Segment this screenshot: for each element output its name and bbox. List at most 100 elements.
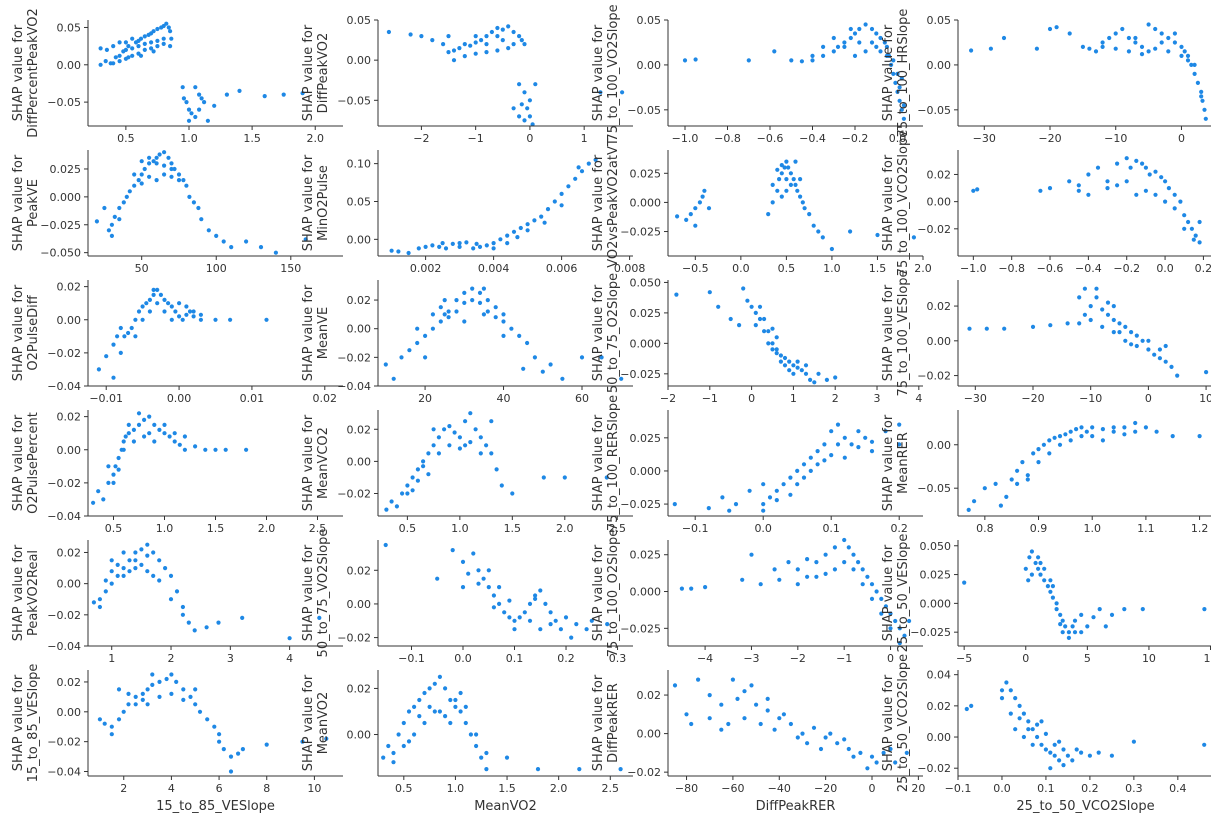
data-point [240, 615, 245, 621]
data-point [1197, 240, 1202, 245]
data-point [109, 724, 114, 729]
data-point [124, 194, 129, 199]
data-point [442, 298, 447, 303]
data-point [417, 714, 422, 719]
data-point [150, 672, 155, 677]
data-point [533, 82, 538, 87]
data-point [605, 622, 610, 627]
data-point [599, 355, 604, 360]
data-point [869, 40, 875, 45]
x-tick-label: 2.0 [550, 782, 568, 795]
data-point [1036, 555, 1041, 560]
data-point [1067, 31, 1072, 36]
data-point [432, 681, 437, 686]
x-tick-label: 1.2 [1191, 522, 1209, 535]
data-point [525, 340, 530, 346]
y-axis-label-line1: SHAP value for [301, 284, 316, 381]
data-point [1077, 321, 1082, 326]
x-tick-label: 0.01 [240, 392, 265, 405]
y-axis-label-line2: 15_to_85_VESlope [26, 664, 41, 783]
data-point [1189, 226, 1194, 231]
data-point [437, 709, 442, 714]
y-axis-label-line2: MeanVE [316, 307, 331, 360]
data-point [486, 568, 491, 573]
data-point [745, 298, 750, 303]
data-point [473, 51, 478, 56]
y-axis-label-line1: SHAP value for [11, 414, 26, 511]
data-point [144, 301, 149, 306]
data-point [412, 704, 417, 710]
x-tick-label: 8 [263, 782, 270, 795]
data-point [988, 46, 994, 51]
data-point [484, 42, 489, 47]
data-point [1052, 435, 1057, 440]
data-point [184, 100, 189, 105]
data-point [522, 118, 527, 123]
data-point [131, 439, 136, 444]
data-point [181, 687, 186, 692]
data-point [132, 172, 137, 177]
y-axis-label-line2: PeakVE [26, 179, 41, 227]
y-tick-label: 0.000 [630, 586, 662, 599]
data-point [548, 610, 553, 615]
y-tick-label: 0.00 [347, 729, 372, 742]
x-tick-label: 0 [887, 652, 894, 665]
data-point [437, 674, 442, 680]
data-point [127, 558, 132, 563]
data-point [1057, 442, 1063, 447]
y-tick-label: −0.025 [620, 226, 661, 239]
data-point [814, 560, 819, 565]
data-point [1079, 425, 1084, 430]
y-tick-label: 0.00 [927, 335, 952, 348]
data-point [569, 635, 574, 640]
data-point [786, 165, 791, 170]
y-axis-label-line1: SHAP value for [11, 674, 26, 771]
data-point [147, 431, 152, 436]
data-point [457, 241, 462, 246]
data-point [1191, 237, 1196, 242]
data-point [821, 44, 826, 50]
data-point [808, 468, 813, 473]
data-point [1159, 40, 1164, 45]
data-point [460, 585, 466, 590]
data-point [157, 152, 162, 157]
data-point [1093, 49, 1099, 54]
data-point [1079, 612, 1084, 618]
data-point [507, 598, 512, 603]
data-point [1038, 572, 1043, 577]
data-point [849, 442, 854, 447]
x-tick-label: 0.1 [822, 522, 840, 535]
data-point [1126, 49, 1131, 54]
x-tick-label: 2.5 [602, 782, 620, 795]
data-point [1057, 739, 1062, 744]
data-point [154, 161, 159, 166]
data-point [1202, 107, 1207, 112]
data-point [1128, 165, 1133, 170]
data-point [463, 419, 468, 424]
data-point [1061, 747, 1066, 752]
x-tick-label: 20 [911, 782, 925, 795]
data-point [1100, 427, 1105, 432]
data-point [133, 334, 138, 339]
data-point [484, 50, 489, 55]
data-point [761, 508, 766, 513]
data-point [1031, 451, 1036, 456]
data-point [511, 229, 517, 234]
data-point [1068, 429, 1073, 434]
data-point [447, 443, 452, 448]
data-point [457, 244, 462, 249]
y-tick-label: 0.02 [347, 294, 372, 307]
y-tick-label: 0.00 [927, 731, 952, 744]
y-axis-label-line1: SHAP value for [11, 154, 26, 251]
data-point [706, 506, 711, 511]
data-point [1109, 612, 1115, 618]
data-point [784, 188, 789, 193]
data-point [142, 417, 147, 422]
data-point [1091, 615, 1096, 620]
data-point [770, 326, 775, 331]
y-axis-label-line1: SHAP value for [301, 154, 316, 251]
data-point [781, 712, 787, 717]
x-tick-label: −0.1 [682, 522, 709, 535]
data-point [1140, 607, 1145, 612]
data-point [869, 754, 875, 759]
